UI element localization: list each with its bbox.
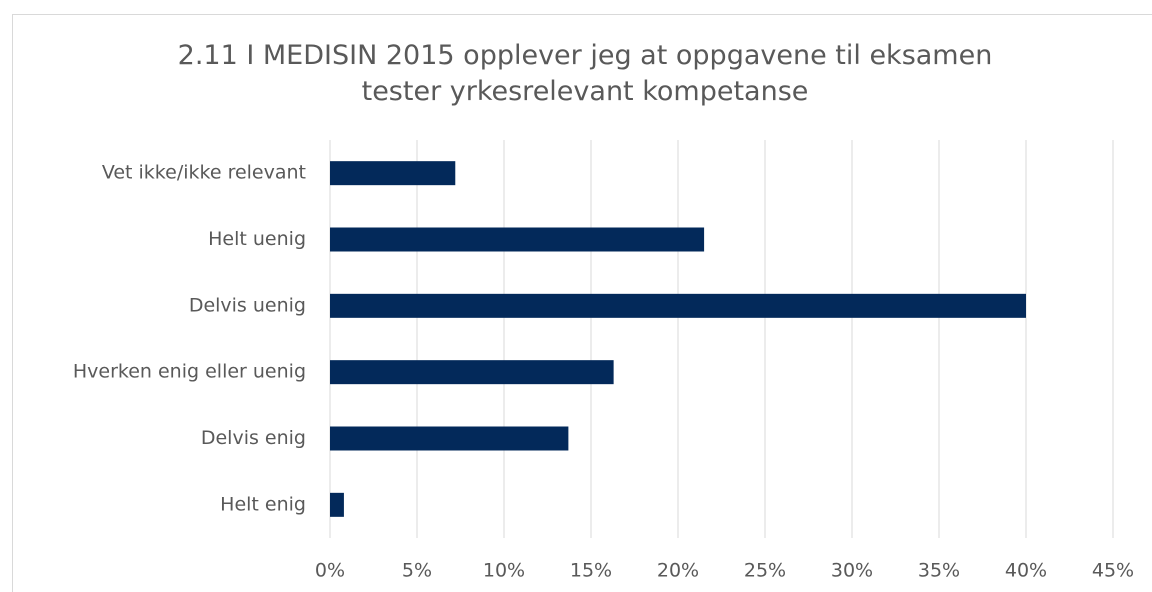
bar [330, 227, 705, 252]
x-tick-label: 35% [918, 560, 960, 582]
y-tick-label: Helt enig [220, 493, 306, 515]
x-tick-label: 20% [657, 560, 699, 582]
x-tick-label: 10% [483, 560, 525, 582]
x-tick-label: 0% [315, 560, 345, 582]
bar [330, 360, 614, 385]
y-tick-label: Helt uenig [208, 228, 306, 250]
chart-title: 2.11 I MEDISIN 2015 opplever jeg at oppg… [177, 40, 993, 107]
y-tick-label: Vet ikke/ikke relevant [102, 162, 306, 184]
y-tick-label: Delvis enig [201, 427, 306, 449]
bar [330, 161, 456, 186]
x-tick-label: 30% [831, 560, 873, 582]
x-tick-label: 15% [570, 560, 612, 582]
x-tick-label: 45% [1092, 560, 1134, 582]
x-tick-label: 40% [1005, 560, 1047, 582]
y-tick-label: Delvis uenig [189, 294, 306, 316]
bar [330, 426, 569, 451]
x-tick-label: 5% [402, 560, 432, 582]
x-tick-label: 25% [744, 560, 786, 582]
y-tick-label: Hverken enig eller uenig [73, 361, 306, 383]
bar [330, 293, 1026, 318]
bar [330, 492, 344, 517]
